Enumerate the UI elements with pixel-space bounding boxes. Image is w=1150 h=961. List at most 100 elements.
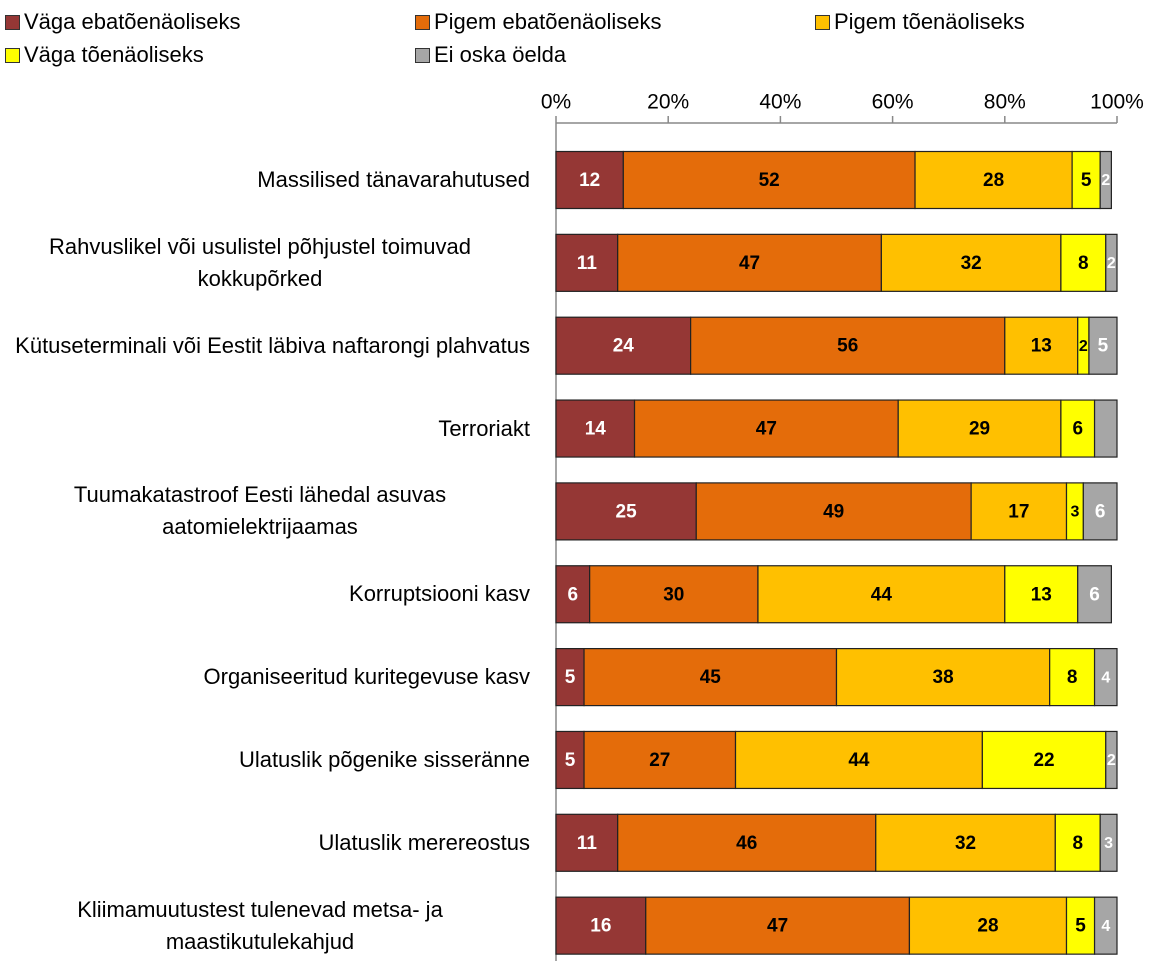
x-tick-label: 60% bbox=[872, 91, 914, 114]
data-label: 2 bbox=[1107, 752, 1116, 769]
data-label: 6 bbox=[1072, 419, 1083, 440]
data-label: 5 bbox=[1098, 336, 1109, 357]
bar-segment bbox=[555, 316, 692, 375]
legend-label: Ei oska öelda bbox=[434, 42, 567, 67]
bar-segment bbox=[555, 233, 619, 292]
bar-segment bbox=[835, 647, 1051, 707]
bar-segment bbox=[583, 730, 737, 790]
bar-segment bbox=[583, 647, 838, 707]
bar-segment bbox=[970, 482, 1068, 541]
data-label: 4 bbox=[1101, 918, 1110, 935]
legend-item: Pigem tõenäoliseks bbox=[815, 9, 1025, 35]
data-label: 8 bbox=[1067, 667, 1078, 688]
legend-label: Pigem tõenäoliseks bbox=[834, 9, 1025, 34]
x-tick-label: 80% bbox=[984, 91, 1026, 114]
data-label: 5 bbox=[565, 667, 576, 688]
data-label: 52 bbox=[759, 170, 780, 191]
bar-segment bbox=[908, 896, 1068, 955]
data-label: 13 bbox=[1031, 584, 1052, 605]
bar-segment bbox=[555, 730, 585, 790]
bar-segment bbox=[880, 233, 1062, 292]
legend-swatch bbox=[5, 14, 20, 30]
data-label: 27 bbox=[649, 750, 670, 771]
category-label: Ulatuslik merereostus bbox=[0, 827, 530, 859]
bar-segment bbox=[1049, 647, 1096, 707]
legend-swatch bbox=[415, 14, 430, 30]
bar-segment bbox=[1082, 482, 1118, 541]
bar-segment bbox=[1093, 896, 1118, 955]
bar-segment bbox=[757, 565, 1006, 624]
data-label: 25 bbox=[616, 501, 638, 522]
data-label: 29 bbox=[969, 419, 990, 440]
bar-segment bbox=[555, 813, 619, 872]
bar-segment bbox=[1088, 316, 1118, 375]
data-label: 44 bbox=[871, 584, 893, 605]
bar-segment bbox=[617, 233, 882, 292]
data-label: 3 bbox=[1104, 835, 1113, 852]
data-label: 28 bbox=[977, 916, 998, 937]
bar-segment bbox=[1077, 565, 1112, 624]
x-tick-label: 40% bbox=[759, 91, 801, 114]
category-text: Organiseeritud kuritegevuse kasv bbox=[203, 664, 531, 690]
data-label: 2 bbox=[1101, 172, 1110, 189]
category-text: Ulatuslik põgenike sisseränne bbox=[238, 746, 530, 772]
data-label: 2 bbox=[1107, 255, 1116, 272]
bar-segment bbox=[1099, 150, 1112, 210]
bar-segment bbox=[1105, 730, 1118, 790]
category-text: Ulatuslik merereostus bbox=[318, 829, 530, 855]
data-label: 49 bbox=[823, 501, 844, 522]
bar-segment bbox=[1071, 150, 1101, 210]
bar-segment bbox=[617, 813, 877, 872]
data-label: 11 bbox=[577, 253, 598, 274]
legend-item: Väga ebatõenäoliseks bbox=[5, 9, 241, 35]
data-label: 32 bbox=[955, 833, 976, 854]
category-label: Tuumakatastroof Eesti lähedal asuvas aat… bbox=[0, 479, 530, 543]
category-label: Rahvuslikel või usulistel põhjustel toim… bbox=[0, 231, 530, 295]
category-label: Terroriakt bbox=[0, 413, 530, 445]
bar-segment bbox=[875, 813, 1056, 872]
data-label: 30 bbox=[663, 584, 684, 605]
data-label: 5 bbox=[1075, 916, 1086, 937]
bar-segment bbox=[1065, 896, 1096, 955]
data-label: 3 bbox=[1070, 504, 1079, 521]
data-label: 44 bbox=[848, 750, 870, 771]
bar-segment bbox=[981, 730, 1107, 790]
category-text: Korruptsiooni kasv bbox=[349, 581, 530, 607]
data-label: 8 bbox=[1072, 833, 1083, 854]
bar-segment bbox=[555, 647, 585, 707]
data-label: 13 bbox=[1031, 336, 1052, 357]
bar-segment bbox=[1054, 813, 1101, 872]
data-label: 22 bbox=[1033, 750, 1054, 771]
category-text: Massilised tänavarahutused bbox=[257, 167, 530, 192]
category-text: Kliimamuutustest tulenevad metsa- ja maa… bbox=[77, 896, 443, 954]
data-label: 5 bbox=[565, 750, 576, 771]
data-label: 47 bbox=[756, 419, 777, 440]
data-label: 45 bbox=[700, 667, 722, 688]
bar-segment bbox=[734, 730, 983, 790]
bar-segment bbox=[897, 399, 1062, 458]
data-label: 47 bbox=[739, 253, 760, 274]
bar-segment bbox=[555, 482, 697, 541]
bar-segment bbox=[1093, 647, 1118, 707]
data-label: 11 bbox=[577, 833, 598, 854]
x-tick-label: 0% bbox=[541, 91, 571, 114]
category-text: Rahvuslikel või usulistel põhjustel toim… bbox=[49, 233, 471, 291]
legend-label: Pigem ebatõenäoliseks bbox=[434, 9, 662, 34]
legend-swatch bbox=[5, 47, 20, 63]
data-label: 46 bbox=[736, 833, 757, 854]
data-label: 16 bbox=[590, 916, 611, 937]
category-label: Organiseeritud kuritegevuse kasv bbox=[0, 661, 531, 693]
legend-item: Väga tõenäoliseks bbox=[5, 42, 204, 68]
category-label: Kliimamuutustest tulenevad metsa- ja maa… bbox=[0, 894, 530, 958]
data-label: 6 bbox=[1095, 501, 1106, 522]
legend-label: Väga tõenäoliseks bbox=[24, 42, 204, 67]
category-text: Kütuseterminali või Eestit läbiva naftar… bbox=[15, 332, 530, 358]
data-label: 56 bbox=[837, 336, 858, 357]
data-label: 5 bbox=[1081, 170, 1092, 191]
category-label: Kütuseterminali või Eestit läbiva naftar… bbox=[0, 330, 530, 362]
data-label: 4 bbox=[1101, 669, 1110, 686]
legend-item: Ei oska öelda bbox=[415, 42, 566, 68]
data-label: 47 bbox=[767, 916, 788, 937]
data-label: 32 bbox=[961, 253, 982, 274]
